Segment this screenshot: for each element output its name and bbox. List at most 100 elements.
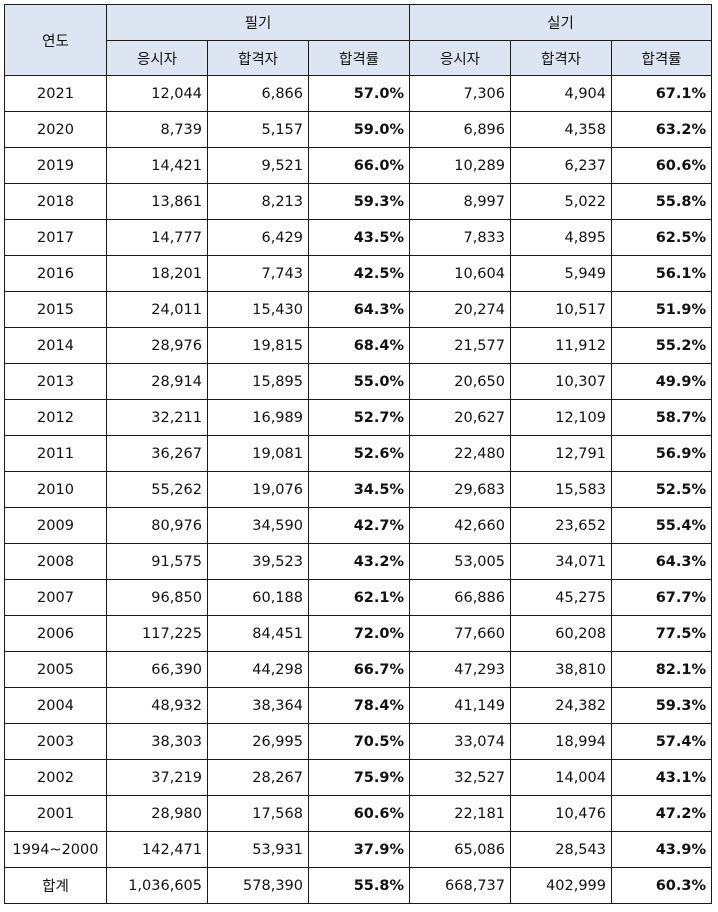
cell-practical-pass-rate: 49.9% — [611, 363, 712, 400]
cell-year: 2007 — [4, 579, 107, 616]
header-year: 연도 — [4, 4, 107, 76]
cell-written-pass-rate: 72.0% — [308, 615, 410, 652]
cell-year: 2020 — [4, 111, 107, 148]
table-row: 2016 18,201 7,743 42.5% 10,604 5,949 56.1% — [4, 255, 712, 292]
cell-written-applicants: 91,575 — [106, 543, 208, 580]
cell-written-pass-rate: 75.9% — [308, 759, 410, 796]
cell-practical-applicants: 10,289 — [409, 147, 511, 184]
cell-written-applicants: 14,421 — [106, 147, 208, 184]
cell-year: 2009 — [4, 507, 107, 544]
cell-written-passers: 16,989 — [207, 399, 309, 436]
cell-written-passers: 26,995 — [207, 723, 309, 760]
cell-year: 2021 — [4, 75, 107, 112]
cell-year: 2011 — [4, 435, 107, 472]
table-row: 2007 96,850 60,188 62.1% 66,886 45,275 67.7% — [4, 579, 712, 616]
cell-written-passers: 60,188 — [207, 579, 309, 616]
cell-practical-passers: 10,517 — [510, 291, 612, 328]
cell-practical-applicants: 7,833 — [409, 219, 511, 256]
cell-year: 2019 — [4, 147, 107, 184]
cell-practical-passers: 11,912 — [510, 327, 612, 364]
table-row: 1994~2000 142,471 53,931 37.9% 65,086 28,543 4… — [4, 831, 712, 868]
cell-written-passers: 39,523 — [207, 543, 309, 580]
table-row: 2017 14,777 6,429 43.5% 7,833 4,895 62.5% — [4, 219, 712, 256]
cell-practical-applicants: 7,306 — [409, 75, 511, 112]
cell-year: 2001 — [4, 795, 107, 832]
cell-year: 2015 — [4, 291, 107, 328]
cell-written-applicants: 12,044 — [106, 75, 208, 112]
header-written: 필기 — [106, 4, 410, 41]
cell-practical-passers: 5,022 — [510, 183, 612, 220]
table-row: 2004 48,932 38,364 78.4% 41,149 24,382 59.3% — [4, 687, 712, 724]
cell-written-pass-rate: 62.1% — [308, 579, 410, 616]
header-practical-pass-rate: 합격률 — [611, 40, 712, 76]
cell-practical-pass-rate: 77.5% — [611, 615, 712, 652]
table-body: 2021 12,044 6,866 57.0% 7,306 4,904 67.1% 2020 8… — [4, 75, 712, 904]
cell-year: 2010 — [4, 471, 107, 508]
cell-practical-passers: 15,583 — [510, 471, 612, 508]
cell-practical-passers: 12,109 — [510, 399, 612, 436]
table-row: 2001 28,980 17,568 60.6% 22,181 10,476 47.2% — [4, 795, 712, 832]
table-row: 2021 12,044 6,866 57.0% 7,306 4,904 67.1% — [4, 75, 712, 112]
cell-year: 2002 — [4, 759, 107, 796]
cell-practical-passers: 4,904 — [510, 75, 612, 112]
cell-written-pass-rate: 70.5% — [308, 723, 410, 760]
cell-written-pass-rate: 78.4% — [308, 687, 410, 724]
cell-written-passers: 44,298 — [207, 651, 309, 688]
cell-written-passers: 7,743 — [207, 255, 309, 292]
cell-year: 2004 — [4, 687, 107, 724]
cell-practical-applicants: 47,293 — [409, 651, 511, 688]
table-row: 2008 91,575 39,523 43.2% 53,005 34,071 64.3% — [4, 543, 712, 580]
table-row: 2018 13,861 8,213 59.3% 8,997 5,022 55.8% — [4, 183, 712, 220]
cell-written-applicants: 8,739 — [106, 111, 208, 148]
cell-written-pass-rate: 34.5% — [308, 471, 410, 508]
table-row: 2006 117,225 84,451 72.0% 77,660 60,208 77.5% — [4, 615, 712, 652]
cell-written-applicants: 1,036,605 — [106, 867, 208, 904]
cell-written-passers: 5,157 — [207, 111, 309, 148]
cell-written-passers: 19,081 — [207, 435, 309, 472]
cell-written-passers: 8,213 — [207, 183, 309, 220]
cell-practical-passers: 4,358 — [510, 111, 612, 148]
header-practical: 실기 — [409, 4, 712, 41]
cell-practical-pass-rate: 57.4% — [611, 723, 712, 760]
cell-practical-applicants: 6,896 — [409, 111, 511, 148]
cell-practical-applicants: 33,074 — [409, 723, 511, 760]
cell-written-pass-rate: 43.5% — [308, 219, 410, 256]
cell-written-pass-rate: 59.0% — [308, 111, 410, 148]
table-row: 2020 8,739 5,157 59.0% 6,896 4,358 63.2% — [4, 111, 712, 148]
table-row: 2003 38,303 26,995 70.5% 33,074 18,994 57.4% — [4, 723, 712, 760]
cell-practical-pass-rate: 58.7% — [611, 399, 712, 436]
cell-practical-pass-rate: 51.9% — [611, 291, 712, 328]
table-row: 2002 37,219 28,267 75.9% 32,527 14,004 43.1% — [4, 759, 712, 796]
cell-written-applicants: 24,011 — [106, 291, 208, 328]
cell-written-applicants: 28,914 — [106, 363, 208, 400]
cell-written-pass-rate: 42.7% — [308, 507, 410, 544]
cell-written-pass-rate: 37.9% — [308, 831, 410, 868]
cell-year: 2016 — [4, 255, 107, 292]
cell-practical-applicants: 53,005 — [409, 543, 511, 580]
cell-practical-applicants: 42,660 — [409, 507, 511, 544]
cell-written-passers: 17,568 — [207, 795, 309, 832]
cell-practical-pass-rate: 52.5% — [611, 471, 712, 508]
cell-written-applicants: 14,777 — [106, 219, 208, 256]
cell-practical-passers: 5,949 — [510, 255, 612, 292]
cell-practical-passers: 4,895 — [510, 219, 612, 256]
cell-written-applicants: 142,471 — [106, 831, 208, 868]
cell-practical-pass-rate: 43.1% — [611, 759, 712, 796]
cell-written-pass-rate: 68.4% — [308, 327, 410, 364]
cell-written-pass-rate: 55.8% — [308, 867, 410, 904]
cell-written-applicants: 37,219 — [106, 759, 208, 796]
cell-practical-applicants: 77,660 — [409, 615, 511, 652]
cell-practical-pass-rate: 60.6% — [611, 147, 712, 184]
header-written-pass-rate: 합격률 — [308, 40, 410, 76]
table-row: 2014 28,976 19,815 68.4% 21,577 11,912 55.2% — [4, 327, 712, 364]
cell-practical-applicants: 20,627 — [409, 399, 511, 436]
cell-practical-pass-rate: 59.3% — [611, 687, 712, 724]
cell-written-pass-rate: 42.5% — [308, 255, 410, 292]
cell-year: 1994~2000 — [4, 831, 107, 868]
cell-written-applicants: 80,976 — [106, 507, 208, 544]
cell-practical-passers: 45,275 — [510, 579, 612, 616]
cell-written-passers: 19,815 — [207, 327, 309, 364]
cell-year: 2006 — [4, 615, 107, 652]
cell-written-applicants: 66,390 — [106, 651, 208, 688]
cell-practical-pass-rate: 55.2% — [611, 327, 712, 364]
